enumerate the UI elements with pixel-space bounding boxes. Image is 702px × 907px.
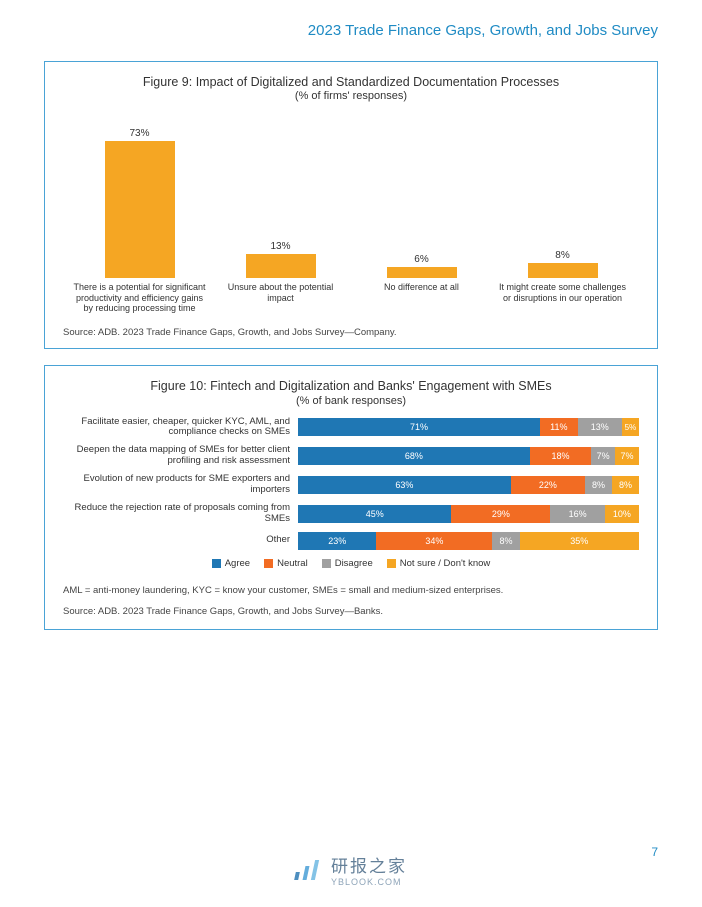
hbar-label: Facilitate easier, cheaper, quicker KYC,… xyxy=(63,417,298,439)
hbar-segment: 7% xyxy=(615,447,639,465)
hbar-segment: 18% xyxy=(530,447,591,465)
legend-label: Neutral xyxy=(277,558,308,569)
legend-label: Disagree xyxy=(335,558,373,569)
hbar-segment: 8% xyxy=(585,476,612,494)
hbar-row: Reduce the rejection rate of proposals c… xyxy=(63,503,639,525)
hbar-label: Deepen the data mapping of SMEs for bett… xyxy=(63,445,298,467)
legend-item: Neutral xyxy=(264,558,308,569)
figure-10: Figure 10: Fintech and Digitalization an… xyxy=(44,365,658,630)
page-number: 7 xyxy=(651,845,658,859)
hbar-segment: 13% xyxy=(578,418,622,436)
hbar-track: 71%11%13%5% xyxy=(298,418,639,436)
hbar-segment: 11% xyxy=(540,418,578,436)
fig10-title: Figure 10: Fintech and Digitalization an… xyxy=(63,378,639,394)
bar-value-label: 13% xyxy=(270,241,290,252)
fig9-subtitle: (% of firms' responses) xyxy=(63,90,639,102)
legend-swatch xyxy=(264,559,273,568)
hbar-segment: 8% xyxy=(612,476,639,494)
legend-swatch xyxy=(322,559,331,568)
watermark-bar xyxy=(303,866,310,880)
legend-label: Not sure / Don't know xyxy=(400,558,491,569)
hbar-label: Evolution of new products for SME export… xyxy=(63,474,298,496)
hbar-segment: 7% xyxy=(591,447,615,465)
bar-column: 73% xyxy=(69,128,210,278)
hbar-label: Other xyxy=(63,535,298,546)
fig10-rows: Facilitate easier, cheaper, quicker KYC,… xyxy=(63,417,639,550)
legend-item: Disagree xyxy=(322,558,373,569)
fig10-subtitle: (% of bank responses) xyxy=(63,395,639,407)
hbar-track: 68%18%7%7% xyxy=(298,447,639,465)
fig9-title: Figure 9: Impact of Digitalized and Stan… xyxy=(63,74,639,90)
bar-category-label: It might create some challenges or disru… xyxy=(492,282,633,313)
watermark-sub: YBLOOK.COM xyxy=(331,877,407,887)
hbar-segment: 16% xyxy=(550,505,605,523)
fig10-legend: Agree Neutral Disagree Not sure / Don't kno… xyxy=(63,558,639,569)
bar-column: 13% xyxy=(210,241,351,278)
hbar-segment: 63% xyxy=(298,476,511,494)
watermark-bar xyxy=(294,872,300,880)
bar-column: 6% xyxy=(351,254,492,278)
header-title: 2023 Trade Finance Gaps, Growth, and Job… xyxy=(308,22,658,39)
bar-value-label: 8% xyxy=(555,250,569,261)
bar-category-label: No difference at all xyxy=(351,282,492,313)
bar-rect xyxy=(387,267,457,278)
hbar-row: Evolution of new products for SME export… xyxy=(63,474,639,496)
watermark-text: 研报之家 xyxy=(331,852,407,877)
hbar-segment: 10% xyxy=(605,505,639,523)
legend-item: Agree xyxy=(212,558,250,569)
bar-category-label: Unsure about the potential impact xyxy=(210,282,351,313)
hbar-segment: 22% xyxy=(511,476,585,494)
figure-9: Figure 9: Impact of Digitalized and Stan… xyxy=(44,61,658,349)
hbar-row: Facilitate easier, cheaper, quicker KYC,… xyxy=(63,417,639,439)
legend-swatch xyxy=(387,559,396,568)
hbar-segment: 35% xyxy=(520,532,639,550)
fig9-source: Source: ADB. 2023 Trade Finance Gaps, Gr… xyxy=(63,327,639,338)
bar-value-label: 6% xyxy=(414,254,428,265)
legend-item: Not sure / Don't know xyxy=(387,558,491,569)
page-header: 2023 Trade Finance Gaps, Growth, and Job… xyxy=(0,0,702,49)
hbar-segment: 34% xyxy=(376,532,492,550)
hbar-segment: 45% xyxy=(298,505,451,523)
fig10-footnote: AML = anti-money laundering, KYC = know … xyxy=(63,583,639,619)
bar-column: 8% xyxy=(492,250,633,278)
legend-label: Agree xyxy=(225,558,250,569)
bar-value-label: 73% xyxy=(129,128,149,139)
fig10-footnote-text: AML = anti-money laundering, KYC = know … xyxy=(63,583,639,598)
bar-rect xyxy=(105,141,175,278)
bar-rect xyxy=(528,263,598,278)
fig9-barchart: 73% 13% 6% 8% xyxy=(63,108,639,278)
hbar-segment: 68% xyxy=(298,447,530,465)
hbar-segment: 5% xyxy=(622,418,639,436)
hbar-segment: 71% xyxy=(298,418,540,436)
hbar-track: 63%22%8%8% xyxy=(298,476,639,494)
hbar-track: 45%29%16%10% xyxy=(298,505,639,523)
watermark-bar xyxy=(311,860,319,880)
watermark-text-group: 研报之家 YBLOOK.COM xyxy=(331,852,407,887)
hbar-segment: 29% xyxy=(451,505,550,523)
legend-swatch xyxy=(212,559,221,568)
hbar-segment: 23% xyxy=(298,532,376,550)
fig10-source: Source: ADB. 2023 Trade Finance Gaps, Gr… xyxy=(63,604,639,619)
hbar-row: Deepen the data mapping of SMEs for bett… xyxy=(63,445,639,467)
hbar-row: Other23%34%8%35% xyxy=(63,532,639,550)
bar-rect xyxy=(246,254,316,278)
hbar-segment: 8% xyxy=(492,532,519,550)
watermark: 研报之家 YBLOOK.COM xyxy=(295,852,407,887)
hbar-track: 23%34%8%35% xyxy=(298,532,639,550)
fig9-labels: There is a potential for significant pro… xyxy=(63,278,639,313)
hbar-label: Reduce the rejection rate of proposals c… xyxy=(63,503,298,525)
watermark-logo-icon xyxy=(295,860,323,880)
bar-category-label: There is a potential for significant pro… xyxy=(69,282,210,313)
